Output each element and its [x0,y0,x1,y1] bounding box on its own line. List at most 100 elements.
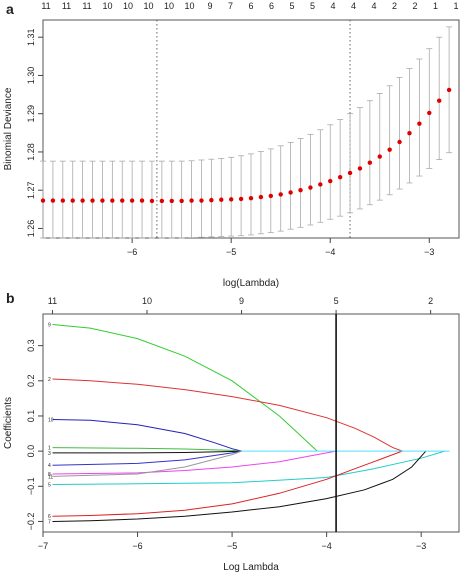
panel-b-marks: −7 −6 −5 −4 −3 −0.2 −0.1 0.0 0.1 0.2 0.3 11 10 9 5 2 9 2 1… [26,296,450,551]
coefficient-path [52,324,318,452]
x-tick-label: −7 [38,541,48,551]
data-point [308,185,313,190]
coefficient-path [52,450,337,475]
top-axis-label: 6 [269,1,274,11]
y-tick-label: 0.2 [26,375,36,388]
top-axis-label: 2 [392,1,397,11]
coefficient-path [52,450,427,522]
data-point [120,198,125,203]
data-point [149,198,155,204]
data-point [159,198,165,204]
x-tick-label: −5 [226,247,236,257]
data-point [397,139,402,145]
panel-b-x-axis-label: Log Lambda [223,562,279,573]
series-label: 8 [48,472,51,478]
data-point [407,131,412,136]
data-point [199,198,204,203]
panel-a-label: a [6,1,14,17]
series-label: 11 [48,474,53,480]
x-tick-label: −5 [227,541,237,551]
data-point [70,198,75,203]
top-axis-label: 5 [334,296,339,306]
top-axis-label: 5 [310,1,315,11]
panel-a-x-axis-label: log(Lambda) [223,278,279,289]
coefficient-path [52,450,242,466]
series-label: 9 [48,323,51,329]
data-point [110,198,115,203]
data-point [337,174,343,180]
series-label: 1 [48,446,51,452]
top-axis-label: 11 [48,296,57,306]
top-axis-label: 10 [143,1,153,11]
data-point [219,197,224,202]
top-axis-label: 7 [228,1,233,11]
top-axis-label: 10 [184,1,194,11]
data-point [228,197,234,202]
y-tick-label: 1.27 [26,181,36,199]
data-point [278,192,283,197]
data-point [248,196,254,201]
y-tick-label: 1.31 [26,28,36,46]
data-point [139,198,145,203]
y-tick-label: 1.30 [26,67,36,85]
data-point [288,190,293,195]
data-point [446,87,452,93]
y-tick-label: 1.29 [26,105,36,123]
y-tick-label: −0.2 [26,513,36,531]
y-tick-label: 0.1 [26,410,36,423]
panel-a: a log(Lambda) Binomial Deviance −6 −5 −4 −3… [3,1,460,289]
x-tick-label: −4 [322,541,332,551]
series-label: 3 [48,451,51,457]
top-axis-label: 10 [102,1,112,11]
data-point [169,198,174,204]
data-point [209,197,214,203]
top-axis-label: 6 [248,1,253,11]
x-tick-label: −4 [325,247,335,257]
series-label: 5 [48,483,51,489]
panel-a-plot-frame [42,19,460,239]
top-axis-label: 4 [330,1,335,11]
top-axis-label: 10 [142,296,152,306]
data-point [387,147,392,152]
top-axis-label: 4 [351,1,356,11]
panel-a-y-axis-label: Binomial Deviance [3,87,14,170]
data-point [427,110,432,116]
data-point [238,196,244,202]
y-tick-label: −0.1 [26,477,36,495]
x-tick-label: −6 [127,247,137,257]
data-point [189,198,194,203]
y-tick-label: 1.26 [26,220,36,238]
coefficient-path [52,419,242,452]
y-tick-label: 0.3 [26,339,36,352]
data-point [60,198,66,203]
data-point [377,154,382,159]
x-tick-label: −6 [132,541,142,551]
coefficient-path [52,450,403,517]
panel-b-plot-frame [42,313,460,533]
top-axis-label: 2 [412,1,417,11]
data-point [129,198,135,203]
data-point [258,194,264,200]
data-point [367,160,373,165]
x-tick-label: −3 [416,541,426,551]
top-axis-label: 11 [82,1,91,11]
top-axis-label: 1 [453,1,458,11]
series-label: 7 [48,519,51,525]
data-point [417,121,422,126]
data-point [80,198,85,203]
data-point [90,198,95,203]
top-axis-label: 5 [289,1,294,11]
data-point [347,170,353,176]
top-axis-label: 10 [123,1,133,11]
y-tick-label: 1.28 [26,143,36,161]
top-axis-label: 11 [41,1,50,11]
panel-b-y-axis-label: Coefficients [3,397,14,449]
data-point [357,166,363,171]
data-point [179,198,184,204]
data-point [328,178,333,184]
top-axis-label: 10 [164,1,174,11]
x-tick-label: −3 [424,247,434,257]
data-point [436,98,442,103]
